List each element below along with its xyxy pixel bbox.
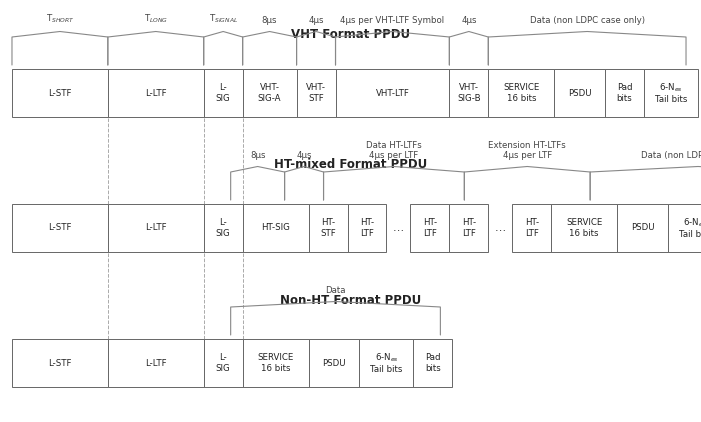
Text: L-STF: L-STF	[48, 359, 72, 368]
Text: VHT-
SIG-A: VHT- SIG-A	[258, 83, 281, 103]
Bar	[348, 204, 386, 252]
Bar	[360, 339, 414, 387]
Text: PSDU: PSDU	[322, 359, 346, 368]
Bar	[308, 204, 348, 252]
Text: L-
SIG: L- SIG	[216, 218, 231, 238]
Text: L-
SIG: L- SIG	[216, 83, 231, 103]
Bar	[449, 204, 489, 252]
Bar	[204, 69, 243, 117]
Text: HT-mixed Format PPDU: HT-mixed Format PPDU	[274, 157, 427, 170]
Text: 4μs per VHT-LTF Symbol: 4μs per VHT-LTF Symbol	[341, 16, 444, 25]
Text: Data (non LDPC case only): Data (non LDPC case only)	[641, 151, 701, 160]
Text: Extension HT-LTFs
4μs per LTF: Extension HT-LTFs 4μs per LTF	[489, 141, 566, 160]
Bar	[108, 339, 204, 387]
Text: Data (non LDPC case only): Data (non LDPC case only)	[530, 16, 645, 25]
Text: …: …	[393, 223, 404, 233]
Bar	[449, 69, 489, 117]
Bar	[605, 69, 644, 117]
Text: PSDU: PSDU	[568, 89, 592, 97]
Text: L-STF: L-STF	[48, 89, 72, 97]
Text: VHT Format PPDU: VHT Format PPDU	[291, 27, 410, 41]
Text: SERVICE
16 bits: SERVICE 16 bits	[503, 83, 540, 103]
Bar	[617, 204, 668, 252]
Bar	[512, 204, 551, 252]
Text: HT-
LTF: HT- LTF	[360, 218, 374, 238]
Text: PSDU: PSDU	[631, 224, 655, 233]
Text: SERVICE
16 bits: SERVICE 16 bits	[257, 353, 294, 373]
Text: T$_{LONG}$: T$_{LONG}$	[144, 13, 168, 25]
Text: 6-N$_{es}$
Tail bits: 6-N$_{es}$ Tail bits	[679, 216, 701, 239]
Bar	[12, 204, 108, 252]
Bar	[12, 69, 108, 117]
Text: Pad
bits: Pad bits	[617, 83, 632, 103]
Bar	[489, 69, 554, 117]
Text: Data HT-LTFs
4μs per LTF: Data HT-LTFs 4μs per LTF	[366, 141, 422, 160]
Text: 6-N$_{es}$
Tail bits: 6-N$_{es}$ Tail bits	[370, 352, 402, 374]
Bar	[308, 339, 360, 387]
Text: 6-N$_{es}$
Tail bits: 6-N$_{es}$ Tail bits	[655, 81, 687, 105]
Bar	[414, 339, 452, 387]
Bar	[243, 204, 308, 252]
Text: 4μs: 4μs	[297, 151, 312, 160]
Text: HT-
LTF: HT- LTF	[524, 218, 539, 238]
Text: Non-HT Format PPDU: Non-HT Format PPDU	[280, 293, 421, 306]
Text: HT-SIG: HT-SIG	[261, 224, 290, 233]
Text: L-STF: L-STF	[48, 224, 72, 233]
Text: VHT-LTF: VHT-LTF	[376, 89, 409, 97]
Bar	[554, 69, 605, 117]
Bar	[243, 69, 297, 117]
Text: T$_{SIGNAL}$: T$_{SIGNAL}$	[208, 13, 238, 25]
Text: VHT-
STF: VHT- STF	[306, 83, 326, 103]
Text: 4μs: 4μs	[461, 16, 477, 25]
Bar	[297, 69, 336, 117]
Text: …: …	[495, 223, 506, 233]
Bar	[668, 204, 701, 252]
Bar	[410, 204, 449, 252]
Bar	[551, 204, 617, 252]
Bar	[243, 339, 308, 387]
Text: L-LTF: L-LTF	[145, 359, 167, 368]
Text: SERVICE
16 bits: SERVICE 16 bits	[566, 218, 602, 238]
Bar	[108, 204, 204, 252]
Text: L-LTF: L-LTF	[145, 224, 167, 233]
Text: 4μs: 4μs	[308, 16, 324, 25]
Text: Pad
bits: Pad bits	[425, 353, 441, 373]
Bar	[12, 339, 108, 387]
Text: 8μs: 8μs	[262, 16, 278, 25]
Bar	[644, 69, 698, 117]
Bar	[204, 339, 243, 387]
Text: HT-
LTF: HT- LTF	[462, 218, 476, 238]
Text: HT-
LTF: HT- LTF	[423, 218, 437, 238]
Text: T$_{SHORT}$: T$_{SHORT}$	[46, 13, 74, 25]
Bar	[336, 69, 449, 117]
Text: 8μs: 8μs	[250, 151, 266, 160]
Bar	[204, 204, 243, 252]
Text: L-LTF: L-LTF	[145, 89, 167, 97]
Text: VHT-
SIG-B: VHT- SIG-B	[457, 83, 481, 103]
Bar	[108, 69, 204, 117]
Text: L-
SIG: L- SIG	[216, 353, 231, 373]
Text: HT-
STF: HT- STF	[320, 218, 336, 238]
Text: Data: Data	[325, 286, 346, 295]
